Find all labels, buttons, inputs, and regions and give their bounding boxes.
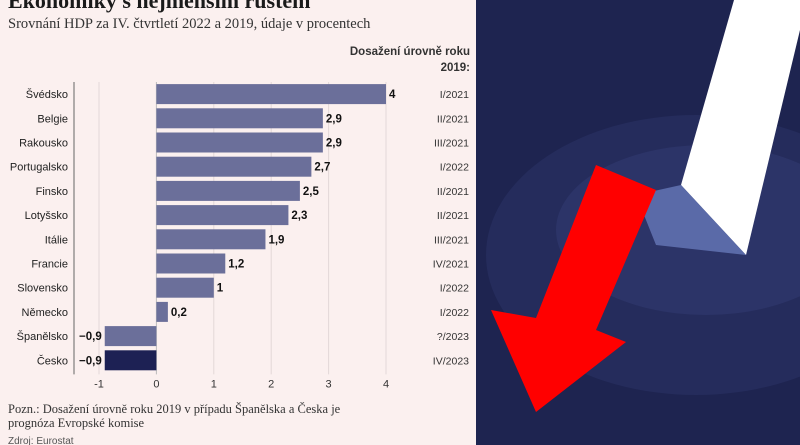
value-label: 1 [217,283,224,295]
x-tick-label: -1 [94,378,104,390]
value-label: 4 [389,89,396,101]
category-label: Německo [22,307,68,319]
bar [104,350,157,371]
x-tick-label: 4 [383,378,389,390]
chart-title: Ekonomiky s nejmenším růstem [8,0,311,13]
value-label: 1,2 [228,259,244,271]
reached-level-label: ?/2023 [437,331,469,343]
reached-level-label: II/2021 [437,186,469,198]
reached-level-label: III/2021 [434,234,469,246]
column-header: Dosažení úrovně roku 2019: [349,46,470,74]
chart-note: Pozn.: Dosažení úrovně roku 2019 v přípa… [8,402,341,430]
category-label: Portugalsko [10,162,68,174]
reached-level-label: IV/2021 [433,259,469,271]
category-label: Francie [31,259,68,271]
value-label: 1,9 [268,234,284,246]
chart-source: Zdroj: Eurostat [8,436,74,445]
category-label: Slovensko [17,283,68,295]
bar-chart: Švédsko 4 I/2021 Belgie 2,9 II/2021 Rakousko 2,… [10,82,469,390]
decline-arrow-illustration [476,0,800,445]
category-label: Španělsko [17,330,68,343]
value-label: 2,5 [303,186,320,198]
bar [156,108,323,129]
value-label: −0,9 [79,331,102,343]
bar [156,132,323,153]
bar [156,229,266,250]
bar [156,253,226,274]
value-label: 2,9 [326,138,342,150]
category-label: Belgie [37,113,68,125]
value-label: 2,9 [326,113,342,125]
reached-level-label: III/2021 [434,138,469,150]
value-label: 2,3 [291,210,307,222]
x-tick-label: 3 [326,378,332,390]
category-label: Finsko [36,186,68,198]
white-arrow-shadow [636,185,746,255]
category-label: Česko [37,354,68,367]
reached-level-label: IV/2023 [433,355,469,367]
bar [156,301,168,322]
category-label: Lotyšsko [25,210,68,222]
reached-level-label: I/2022 [440,307,469,319]
x-tick-label: 0 [153,378,159,390]
bar [156,156,312,177]
bar [156,277,214,298]
category-label: Rakousko [19,138,68,150]
reached-level-label: I/2022 [440,283,469,295]
value-label: −0,9 [79,355,102,367]
x-tick-label: 1 [211,378,217,390]
category-label: Švédsko [26,88,68,101]
category-label: Itálie [45,234,68,246]
reached-level-label: II/2021 [437,210,469,222]
value-label: 2,7 [314,162,330,174]
bar [156,180,300,201]
bar [156,84,386,105]
chart-subtitle: Srovnání HDP za IV. čtvrtletí 2022 a 201… [8,16,371,32]
red-arrow-down-icon [491,165,656,412]
chart-panel: Ekonomiky s nejmenším růstem Srovnání HD… [0,0,476,445]
reached-level-label: I/2021 [440,89,469,101]
reached-level-label: I/2022 [440,162,469,174]
white-arrow-shaft [681,0,800,255]
bar [156,205,289,226]
x-tick-label: 2 [268,378,274,390]
value-label: 0,2 [171,307,187,319]
reached-level-label: II/2021 [437,113,469,125]
bar [104,326,157,347]
